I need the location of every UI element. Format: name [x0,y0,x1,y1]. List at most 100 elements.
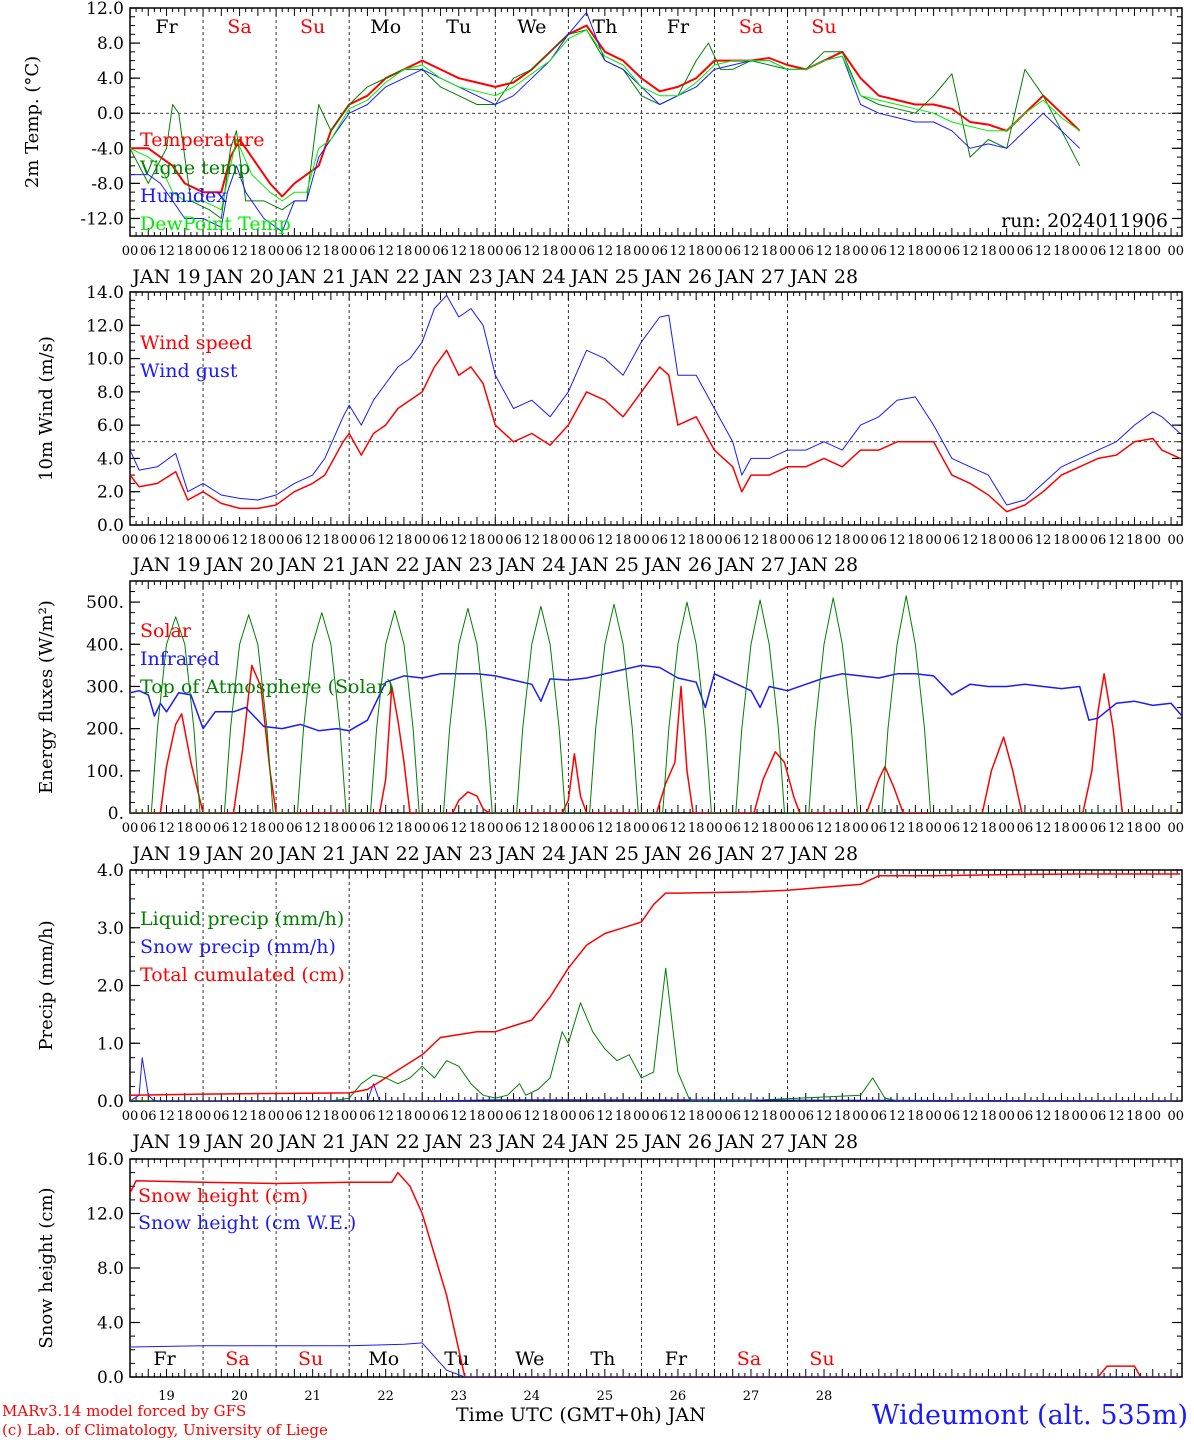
hour-tick-label: 06 [286,1109,303,1124]
hour-tick-label: 12 [889,821,906,836]
hour-tick-label: 00 [706,821,723,836]
hour-tick-label: 18 [396,821,413,836]
date-label: JAN 27 [715,843,785,865]
y-tick-label: 12.0 [86,1205,124,1225]
hour-tick-label: 00 [268,533,285,548]
hour-tick-label: 18 [250,533,267,548]
series-line [130,29,1080,211]
hour-tick-label: 18 [323,533,340,548]
hour-tick-label: 06 [578,533,595,548]
date-label: JAN 25 [569,266,639,288]
hour-tick-label: 18 [323,1109,340,1124]
legend-entry: Snow height (cm) [138,1185,308,1207]
date-label: JAN 22 [350,1131,420,1153]
hour-tick-label: 00 [1167,533,1184,548]
hour-tick-label: 06 [213,533,230,548]
y-axis-label: Snow height (cm) [36,1187,57,1348]
y-tick-label: 4.0 [97,69,124,89]
weekday-label: Sa [739,16,763,38]
hour-tick-label: 06 [797,533,814,548]
hour-tick-label: 00 [414,533,431,548]
series-line [130,873,1181,1096]
y-tick-label: 10.0 [86,350,124,370]
hour-tick-label: 00 [998,821,1015,836]
hour-tick-label: 06 [432,821,449,836]
hour-tick-label: 06 [286,821,303,836]
legend-entry: DewPoint Temp [140,213,291,235]
hour-tick-label: 06 [1090,1109,1107,1124]
hour-tick-label: 12 [231,244,248,259]
hour-tick-label: 18 [1053,1109,1070,1124]
hour-tick-label: 06 [213,821,230,836]
hour-tick-label: 18 [688,821,705,836]
hour-tick-label: 00 [1167,821,1184,836]
hour-tick-label: 12 [670,533,687,548]
hour-tick-label: 00 [268,1109,285,1124]
hour-tick-label: 12 [158,244,175,259]
hour-tick-label: 18 [542,533,559,548]
y-tick-label: 8.0 [97,383,124,403]
date-label: JAN 20 [203,843,273,865]
hour-tick-label: 12 [1035,533,1052,548]
hour-tick-label: 00 [925,244,942,259]
hour-tick-label: 18 [615,821,632,836]
hour-tick-label: 06 [944,533,961,548]
date-label: JAN 26 [642,1131,712,1153]
hour-tick-label: 12 [1108,821,1125,836]
hour-tick-label: 12 [450,244,467,259]
hour-tick-label: 18 [834,244,851,259]
y-tick-label: 400. [86,635,124,655]
hour-tick-label: 12 [889,1109,906,1124]
hour-tick-label: 00 [414,821,431,836]
hour-tick-label: 18 [1126,1109,1143,1124]
y-tick-label: 0.0 [97,516,124,536]
hour-tick-label: 06 [505,244,522,259]
weekday-label: Su [811,16,836,38]
hour-tick-label: 00 [779,533,796,548]
hour-tick-label: 00 [925,1109,942,1124]
hour-tick-label: 06 [797,244,814,259]
hour-tick-label: 18 [469,1109,486,1124]
hour-tick-label: 00 [779,821,796,836]
date-label: JAN 26 [642,843,712,865]
series-line [130,24,1081,198]
hour-tick-label: 06 [432,1109,449,1124]
hour-tick-label: 06 [213,244,230,259]
date-label: JAN 20 [203,266,273,288]
hour-tick-label: 00 [341,244,358,259]
weekday-label: Su [298,1348,323,1370]
hour-tick-label: 12 [816,1109,833,1124]
hour-tick-label: 00 [268,821,285,836]
date-label: JAN 25 [569,843,639,865]
hour-tick-label: 12 [377,1109,394,1124]
date-label: JAN 27 [715,266,785,288]
y-tick-label: 8.0 [97,34,124,54]
hour-tick-label: 18 [980,1109,997,1124]
y-tick-label: 6.0 [97,416,124,436]
hour-tick-label: 12 [889,533,906,548]
hour-tick-label: 06 [1017,821,1034,836]
weekday-label: Fr [667,16,690,38]
hour-tick-label: 12 [377,244,394,259]
hour-tick-label: 18 [542,244,559,259]
hour-tick-label: 06 [651,244,668,259]
weekday-label: Mo [370,16,401,38]
weekday-label: Th [592,16,617,38]
hour-tick-label: 00 [1145,1109,1162,1124]
hour-tick-label: 06 [140,1109,157,1124]
day-number-label: 28 [816,1389,833,1404]
y-axis-label: 10m Wind (m/s) [36,336,57,481]
date-label: JAN 19 [130,843,200,865]
weekday-label: We [515,1348,544,1370]
hour-tick-label: 00 [487,821,504,836]
weekday-label: Mo [368,1348,399,1370]
hour-tick-label: 18 [1126,244,1143,259]
hour-tick-label: 06 [1090,533,1107,548]
hour-tick-label: 18 [615,533,632,548]
hour-tick-label: 06 [286,244,303,259]
hour-tick-label: 00 [122,533,139,548]
hour-tick-label: 00 [487,244,504,259]
hour-tick-label: 00 [1071,533,1088,548]
hour-tick-label: 06 [359,244,376,259]
hour-tick-label: 06 [140,533,157,548]
